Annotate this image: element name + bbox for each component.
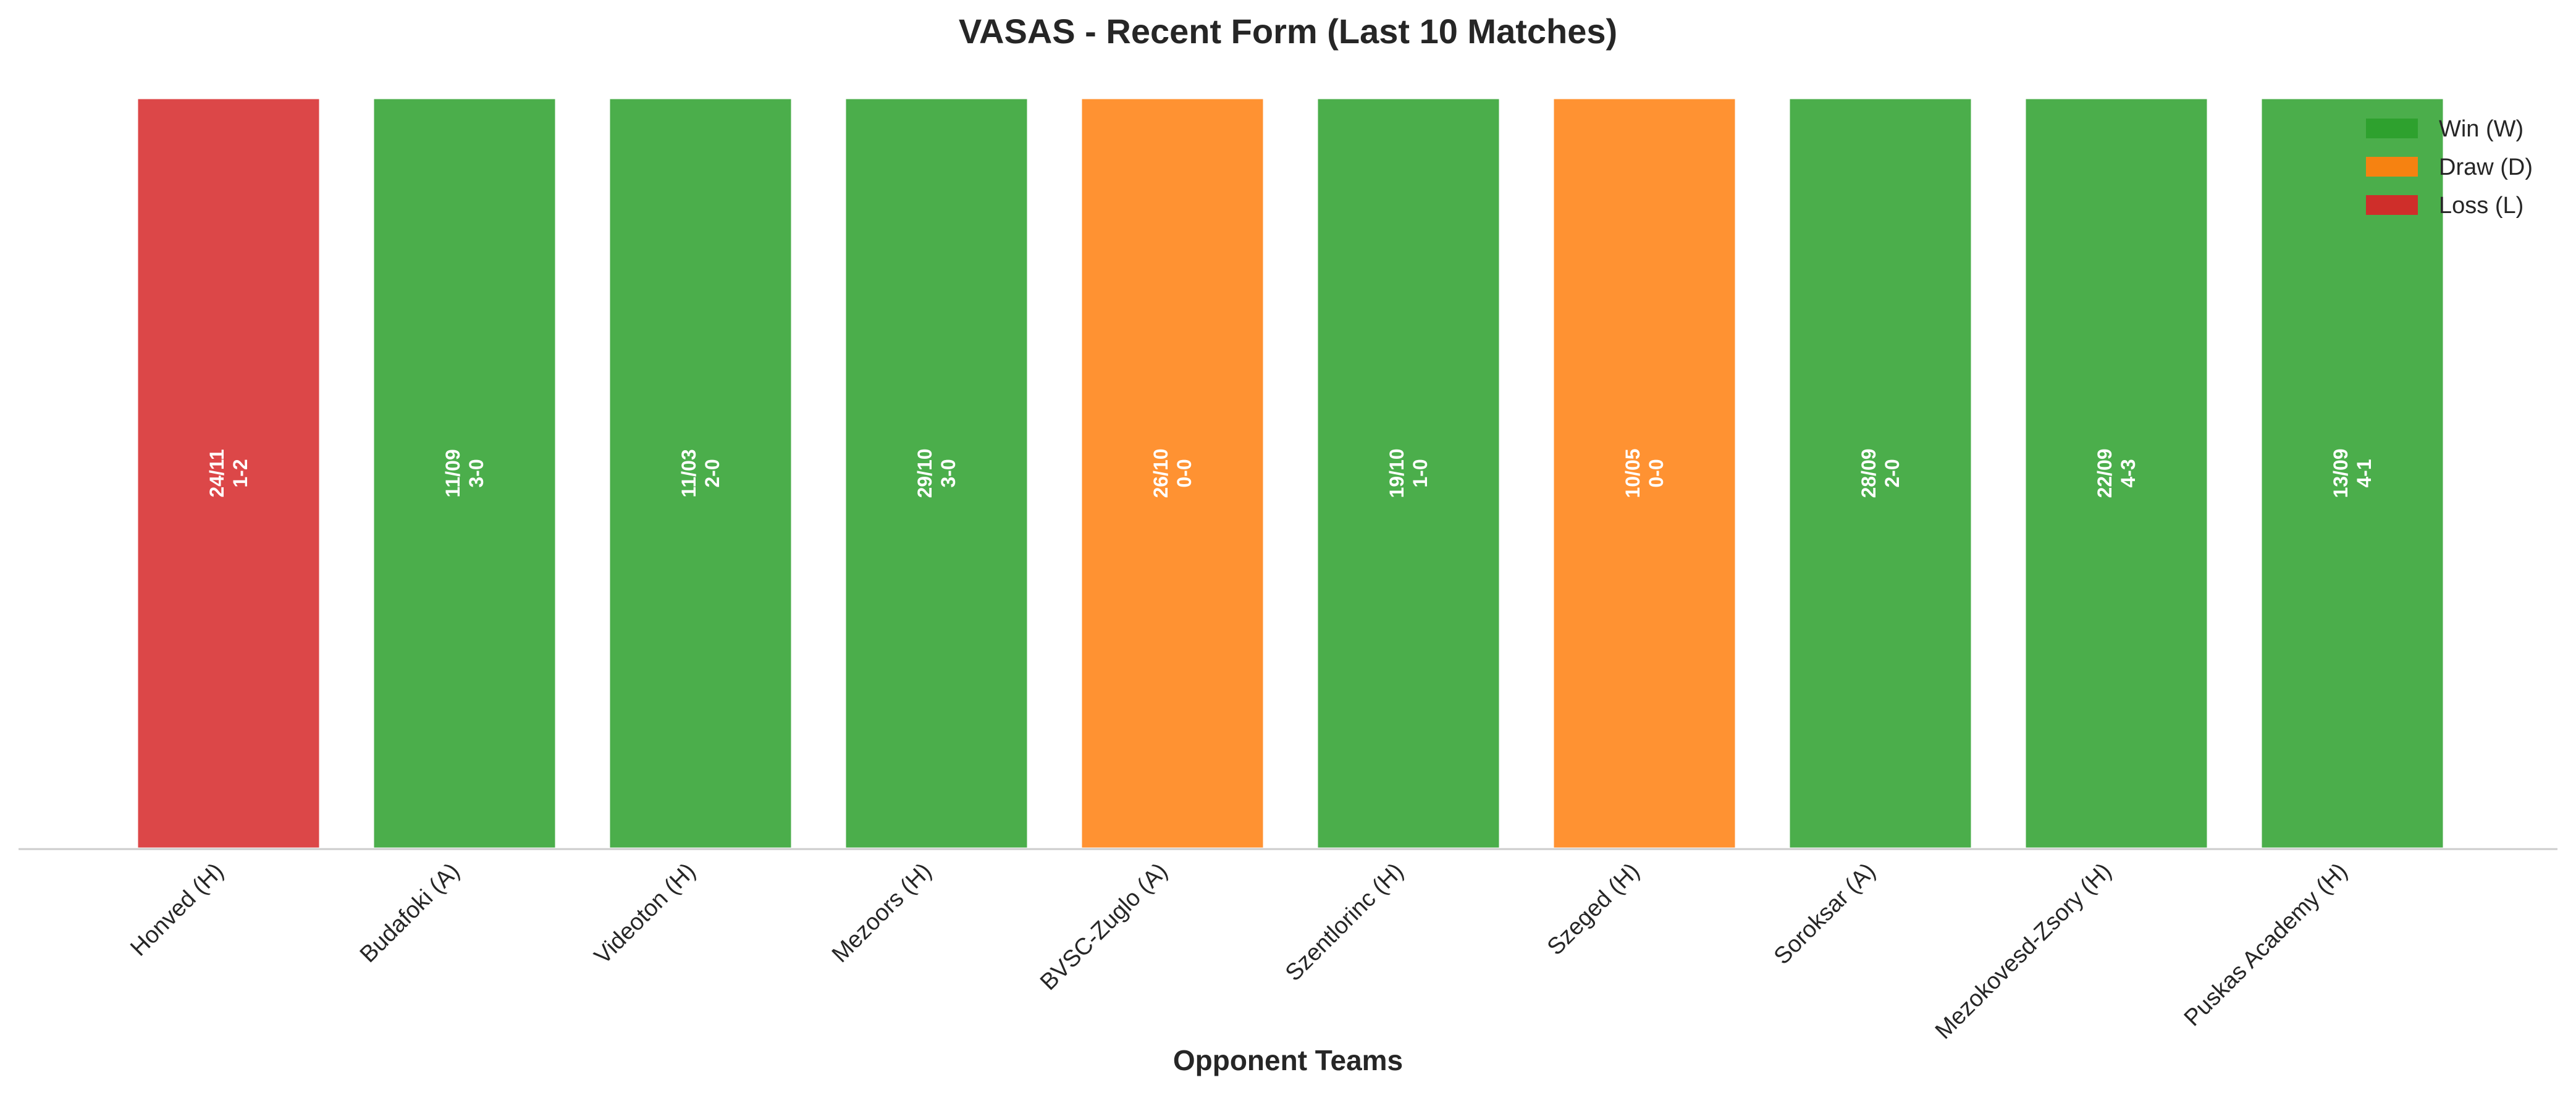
chart-title: VASAS - Recent Form (Last 10 Matches) xyxy=(959,12,1617,51)
legend-swatch-w xyxy=(2366,119,2418,138)
bar-8 xyxy=(1787,96,1974,851)
x-tick-label-2: Budafoki (A) xyxy=(355,858,465,968)
legend-swatch-l xyxy=(2366,195,2418,215)
legend-swatch-d xyxy=(2366,157,2418,177)
x-tick-label-1: Honved (H) xyxy=(125,858,229,961)
bar-label-7: 10/050-0 xyxy=(1622,448,1667,498)
x-tick-label-6: Szentlorinc (H) xyxy=(1281,858,1408,986)
legend-label-l: Loss (L) xyxy=(2439,193,2523,219)
bar-label-3: 11/032-0 xyxy=(678,449,723,497)
legend-label-w: Win (W) xyxy=(2439,116,2523,142)
x-tick-label-5: BVSC-Zuglo (A) xyxy=(1035,858,1172,995)
bar-4 xyxy=(843,96,1030,851)
x-tick-labels: Honved (H) Budafoki (A) Videoton (H) Mezoor… xyxy=(125,858,2352,1044)
x-tick-label-9: Mezokovesd-Zsory (H) xyxy=(1930,858,2116,1044)
bar-9 xyxy=(2022,96,2210,851)
legend: Win (W) Draw (D) Loss (L) xyxy=(2366,116,2533,219)
bar-label-5: 26/100-0 xyxy=(1150,448,1195,498)
bars-layer: 24/111-2 11/093-0 11/032-0 29/103-0 26/100-0… xyxy=(135,96,2446,851)
x-tick-label-7: Szeged (H) xyxy=(1543,858,1645,961)
bar-label-10: 13/094-1 xyxy=(2330,448,2375,498)
x-tick-label-4: Mezoors (H) xyxy=(827,858,937,968)
bar-5 xyxy=(1079,96,1266,851)
bar-label-2: 11/093-0 xyxy=(442,449,487,497)
bar-2 xyxy=(371,96,558,851)
bar-1 xyxy=(135,96,322,851)
x-tick-label-3: Videoton (H) xyxy=(589,858,701,969)
legend-label-d: Draw (D) xyxy=(2439,154,2533,180)
x-tick-label-10: Puskas Academy (H) xyxy=(2179,858,2353,1032)
bar-label-1: 24/111-2 xyxy=(206,449,251,497)
bar-3 xyxy=(607,96,794,851)
bar-label-9: 22/094-3 xyxy=(2094,448,2139,498)
bar-7 xyxy=(1551,96,1738,851)
x-axis-label: Opponent Teams xyxy=(1173,1044,1403,1076)
bar-label-6: 19/101-0 xyxy=(1386,448,1431,498)
bar-label-8: 28/092-0 xyxy=(1858,448,1903,498)
bar-label-4: 29/103-0 xyxy=(914,448,959,498)
bar-10 xyxy=(2258,96,2446,851)
bar-6 xyxy=(1315,96,1502,851)
x-tick-label-8: Soroksar (A) xyxy=(1769,858,1881,970)
